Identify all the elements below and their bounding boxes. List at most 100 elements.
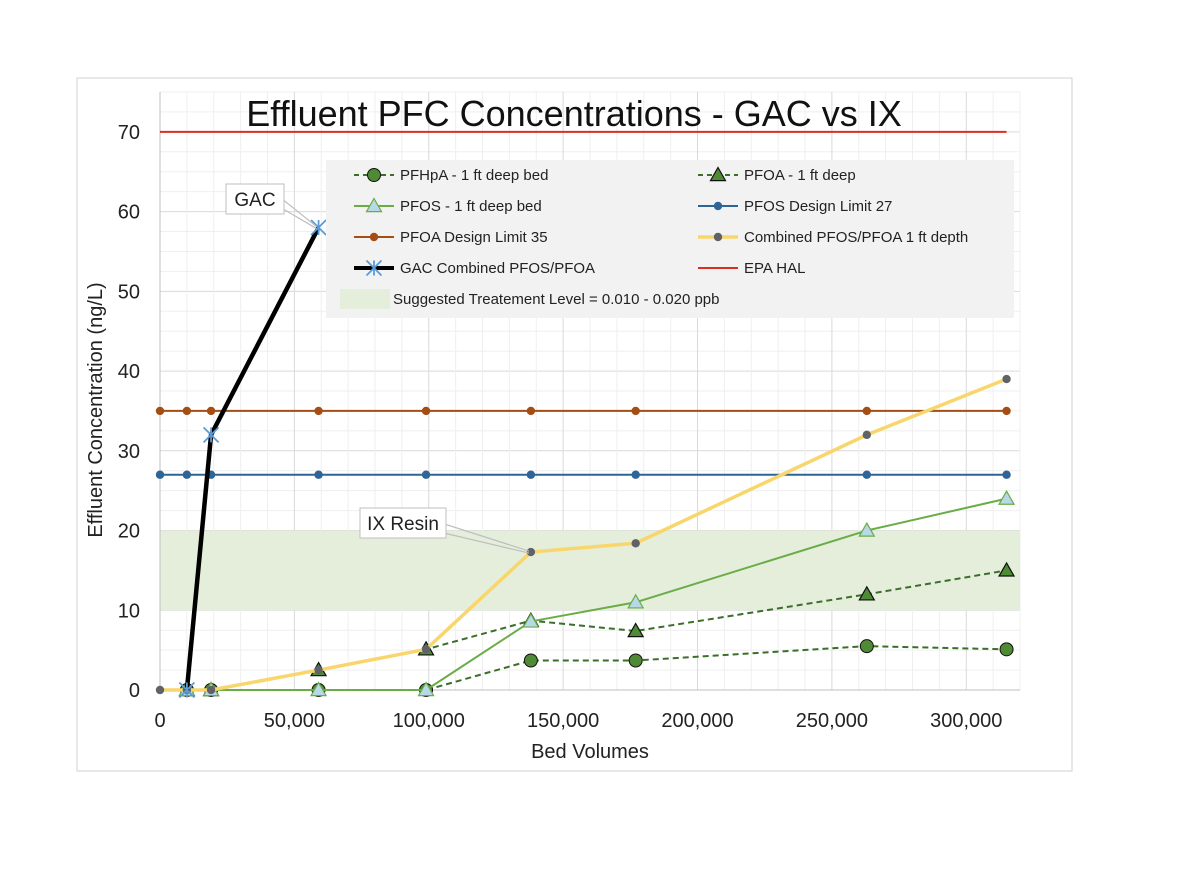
series-line (186, 497, 1007, 691)
callout-box (225, 183, 285, 215)
callout-leader (283, 200, 317, 228)
data-point (627, 593, 645, 609)
data-point (526, 470, 536, 479)
series-6 (178, 219, 327, 699)
data-point (862, 470, 872, 479)
y-tick-label: 50 (118, 281, 140, 303)
chart-title: Effluent PFC Concentrations - GAC vs IX (246, 93, 902, 134)
data-point (1002, 470, 1011, 479)
legend-item: PFHpA - 1 ft deep bed (354, 167, 548, 184)
suggested-band-layer (160, 530, 1020, 611)
callout-0: GAC (225, 183, 317, 230)
callout-leader (445, 523, 530, 552)
data-point (999, 642, 1014, 657)
legend-item: GAC Combined PFOS/PFOA (354, 259, 595, 277)
legend-item: PFOA - 1 ft deep (698, 166, 856, 184)
data-point (367, 168, 381, 182)
data-point (998, 489, 1016, 505)
data-point (310, 219, 327, 236)
data-point (314, 406, 323, 416)
data-point (182, 406, 192, 416)
data-point (206, 406, 216, 416)
data-point (417, 681, 435, 697)
data-point (314, 470, 323, 479)
data-point (627, 622, 645, 638)
callout-leader (283, 208, 317, 230)
data-point (1002, 406, 1011, 416)
legend-label: EPA HAL (744, 260, 805, 277)
x-tick-label: 0 (154, 710, 165, 732)
data-point (421, 406, 431, 416)
data-point (421, 645, 431, 654)
data-point (310, 681, 328, 697)
data-point (862, 430, 872, 440)
y-axis-title: Effluent Concentration (ng/L) (85, 282, 107, 537)
legend-label: PFOS - 1 ft deep bed (400, 198, 542, 215)
data-point (155, 470, 165, 479)
series-4 (155, 406, 1011, 416)
x-tick-label: 50,000 (264, 710, 325, 732)
suggested-treatment-band (160, 530, 1020, 611)
legend-label: Combined PFOS/PFOA 1 ft depth (744, 229, 968, 246)
data-point (631, 406, 640, 416)
data-point (526, 406, 536, 416)
callout-label: IX Resin (367, 514, 439, 535)
legend-label: Suggested Treatement Level = 0.010 - 0.0… (393, 291, 719, 308)
data-point (713, 201, 723, 211)
series-layer (155, 130, 1016, 699)
legend-label: PFOA Design Limit 35 (400, 229, 548, 246)
x-tick-label: 100,000 (393, 710, 465, 732)
x-tick-label: 150,000 (527, 710, 599, 732)
data-point (709, 166, 727, 182)
data-point (178, 681, 196, 699)
legend-label: PFOA - 1 ft deep (744, 167, 856, 184)
legend-label: PFOS Design Limit 27 (744, 198, 892, 215)
legend-box (326, 160, 1014, 318)
data-point (859, 639, 874, 654)
callout-label: GAC (234, 190, 275, 211)
axes: 0 10 20 30 40 50 60 70 0 50,000 100,000 150,000 200,… (118, 92, 1020, 732)
data-point (182, 470, 192, 479)
data-point (713, 232, 723, 242)
callout-1: IX Resin (359, 507, 530, 554)
legend-item: PFOS Design Limit 27 (698, 198, 892, 215)
data-point (998, 561, 1016, 577)
x-tick-label: 300,000 (930, 710, 1002, 732)
legend-label: GAC Combined PFOS/PFOA (400, 260, 595, 277)
legend-swatch-band (340, 289, 390, 309)
series-3 (155, 470, 1011, 479)
y-tick-label: 60 (118, 202, 140, 224)
data-point (526, 547, 536, 557)
data-point (628, 653, 643, 668)
data-point (858, 585, 876, 601)
data-point (862, 406, 872, 416)
data-point (155, 406, 165, 416)
data-point (206, 685, 216, 695)
data-point (365, 259, 383, 277)
callout-box (359, 507, 447, 539)
y-tick-label: 0 (129, 680, 140, 702)
data-point (369, 232, 379, 242)
legend-item: PFOS - 1 ft deep bed (354, 197, 542, 215)
legend-item: Combined PFOS/PFOA 1 ft depth (698, 229, 968, 246)
legend-item: EPA HAL (698, 260, 805, 277)
x-tick-label: 200,000 (661, 710, 733, 732)
data-point (631, 539, 640, 548)
legend: PFHpA - 1 ft deep bed PFOA - 1 ft deep PFO… (326, 160, 1014, 318)
data-point (155, 685, 165, 695)
annotations: GAC IX Resin (225, 183, 530, 554)
legend-item-band: Suggested Treatement Level = 0.010 - 0.0… (340, 289, 719, 309)
legend-item: PFOA Design Limit 35 (354, 229, 548, 246)
callout-leader (445, 532, 530, 554)
data-point (858, 521, 876, 537)
data-point (522, 612, 540, 628)
data-point (314, 665, 323, 675)
y-tick-label: 30 (118, 441, 140, 463)
y-tick-label: 20 (118, 521, 140, 543)
data-point (631, 470, 640, 479)
y-tick-label: 10 (118, 600, 140, 622)
x-axis-title: Bed Volumes (531, 741, 649, 763)
data-point (523, 653, 538, 668)
data-point (1002, 374, 1011, 384)
